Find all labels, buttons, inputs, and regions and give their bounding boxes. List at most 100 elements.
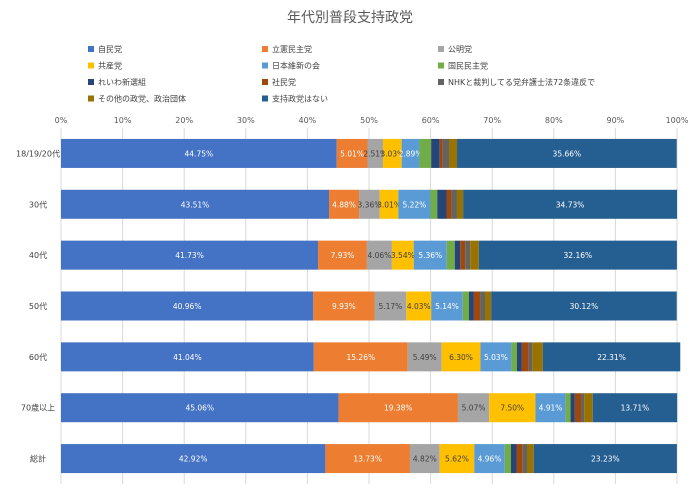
bar-segment bbox=[473, 291, 481, 321]
x-tick-label: 90% bbox=[607, 116, 625, 125]
data-label: 23.23% bbox=[591, 455, 620, 464]
bar-segment bbox=[581, 393, 585, 423]
bar-segment bbox=[527, 444, 534, 474]
legend-swatch bbox=[88, 95, 94, 102]
category-label: 18/19/20代 bbox=[16, 148, 60, 158]
bar-segment bbox=[532, 342, 543, 372]
data-label: 5.62% bbox=[445, 455, 469, 464]
data-label: 9.93% bbox=[332, 302, 356, 311]
bar-segment bbox=[478, 240, 677, 270]
data-label: 6.30% bbox=[449, 353, 473, 362]
data-label: 30.12% bbox=[570, 302, 599, 311]
bar-segment bbox=[528, 342, 533, 372]
x-tick-label: 30% bbox=[237, 116, 255, 125]
legend-entry: その他の政党、政治団体 bbox=[98, 94, 186, 104]
legend-swatch bbox=[438, 79, 444, 85]
data-label: 2.89% bbox=[399, 149, 423, 158]
bar-segment bbox=[468, 291, 474, 321]
bar-segment bbox=[510, 444, 517, 474]
bar-segment bbox=[454, 240, 461, 270]
category-label: 40代 bbox=[29, 250, 47, 260]
data-label: 7.93% bbox=[331, 251, 355, 260]
bar-segment bbox=[409, 444, 440, 474]
bar-segment bbox=[460, 240, 466, 270]
bar-segment bbox=[456, 189, 464, 219]
legend-entry: 国民民主党 bbox=[448, 61, 488, 71]
legend-swatch bbox=[262, 95, 268, 102]
bar-segment bbox=[391, 240, 414, 270]
data-label: 45.06% bbox=[185, 404, 214, 413]
bar-segment bbox=[484, 291, 492, 321]
bar-segment bbox=[457, 138, 677, 168]
bar-segment bbox=[61, 291, 314, 321]
bar-segment bbox=[61, 189, 330, 219]
bar-segment bbox=[480, 291, 485, 321]
data-label: 4.06% bbox=[367, 251, 391, 260]
bar-segment bbox=[570, 393, 575, 423]
legend-swatch bbox=[88, 79, 94, 85]
bar-segment bbox=[367, 138, 383, 168]
data-label: 41.04% bbox=[173, 353, 202, 362]
bar-segment bbox=[542, 342, 681, 372]
bar-segment bbox=[398, 189, 431, 219]
bar-segment bbox=[474, 444, 505, 474]
data-label: 35.66% bbox=[553, 149, 582, 158]
bar-segment bbox=[431, 291, 463, 321]
bar-segment bbox=[336, 138, 368, 168]
bar-segment bbox=[584, 393, 593, 423]
data-label: 4.96% bbox=[478, 455, 502, 464]
bar-segment bbox=[446, 240, 455, 270]
bar-segment bbox=[338, 393, 458, 423]
bar-segment bbox=[407, 342, 442, 372]
bar-segment bbox=[457, 393, 490, 423]
data-label: 3.54% bbox=[391, 251, 415, 260]
legend-entry: れいわ新選組 bbox=[98, 77, 146, 87]
bar-segment bbox=[430, 189, 438, 219]
data-label: 5.17% bbox=[378, 302, 402, 311]
bar-segment bbox=[379, 189, 399, 219]
x-tick-label: 40% bbox=[299, 116, 317, 125]
legend-entry: 日本維新の会 bbox=[272, 61, 320, 71]
bar-segment bbox=[462, 291, 469, 321]
bar-segment bbox=[374, 291, 407, 321]
legend-entry: 支持政党はない bbox=[272, 94, 328, 104]
data-label: 5.07% bbox=[462, 404, 486, 413]
legend-entry: 社民党 bbox=[272, 77, 296, 87]
bar-segment bbox=[491, 291, 677, 321]
x-tick-label: 70% bbox=[483, 116, 501, 125]
x-tick-label: 50% bbox=[360, 116, 378, 125]
bar-segment bbox=[437, 189, 447, 219]
category-label: 70歳以上 bbox=[21, 403, 55, 413]
chart-title: 年代別普段支持政党 bbox=[287, 10, 413, 26]
data-label: 40.96% bbox=[173, 302, 202, 311]
bar-segment bbox=[449, 138, 458, 168]
bar-segment bbox=[451, 189, 457, 219]
bar-segment bbox=[413, 240, 447, 270]
x-tick-label: 100% bbox=[666, 116, 689, 125]
data-label: 44.75% bbox=[185, 149, 214, 158]
bar-segment bbox=[592, 393, 678, 423]
bar-segment bbox=[441, 342, 481, 372]
data-label: 5.22% bbox=[402, 200, 426, 209]
bar-segment bbox=[504, 444, 511, 474]
legend-swatch bbox=[262, 46, 268, 52]
bar-segment bbox=[516, 444, 523, 474]
bar-segment bbox=[439, 138, 443, 168]
data-label: 4.91% bbox=[539, 404, 563, 413]
bar-segment bbox=[329, 189, 360, 219]
bar-segment bbox=[465, 240, 471, 270]
category-label: 60代 bbox=[29, 352, 47, 362]
bar-segment bbox=[401, 138, 420, 168]
data-label: 34.73% bbox=[556, 200, 585, 209]
bar-segment bbox=[442, 138, 450, 168]
bar-segment bbox=[574, 393, 582, 423]
data-label: 5.14% bbox=[435, 302, 459, 311]
data-label: 4.82% bbox=[413, 455, 437, 464]
data-label: 43.51% bbox=[181, 200, 210, 209]
x-tick-label: 10% bbox=[114, 116, 132, 125]
data-label: 42.92% bbox=[179, 455, 208, 464]
bar-segment bbox=[406, 291, 432, 321]
bar-segment bbox=[516, 342, 522, 372]
